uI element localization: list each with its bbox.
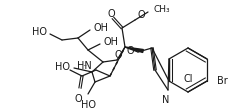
Text: O: O bbox=[137, 10, 145, 20]
Text: HO: HO bbox=[81, 100, 96, 108]
Text: N: N bbox=[162, 95, 170, 105]
Text: Cl: Cl bbox=[183, 74, 193, 84]
Text: ··: ·· bbox=[82, 63, 87, 71]
Text: Br: Br bbox=[217, 76, 228, 86]
Text: O: O bbox=[107, 9, 115, 19]
Text: OH: OH bbox=[94, 23, 109, 33]
Polygon shape bbox=[125, 47, 143, 52]
Text: CH₃: CH₃ bbox=[154, 6, 171, 14]
Text: O: O bbox=[114, 50, 122, 60]
Text: O: O bbox=[74, 94, 82, 104]
Text: OH: OH bbox=[104, 37, 119, 47]
Text: HN: HN bbox=[77, 61, 92, 71]
Text: O: O bbox=[126, 46, 134, 56]
Text: HO: HO bbox=[55, 62, 70, 72]
Text: HO: HO bbox=[32, 27, 47, 37]
